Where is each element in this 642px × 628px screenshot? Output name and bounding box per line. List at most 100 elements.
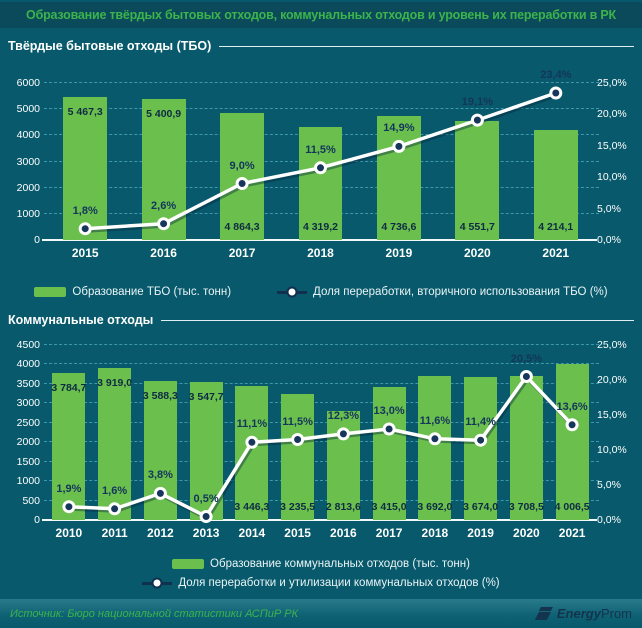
line-value-label: 0,5%: [193, 492, 219, 505]
bar-value-label: 3 446,3: [234, 501, 270, 513]
y2-axis-tick: 5,0%: [597, 202, 621, 215]
section-title-tbo: Твёрдые бытовые отходы (ТБО): [8, 39, 212, 53]
line-marker: [62, 500, 76, 514]
gridline: [44, 402, 599, 404]
section-header-municipal: Коммунальные отходы: [8, 312, 634, 328]
y-axis-tick: 4000: [16, 358, 40, 371]
line-value-label: 14,9%: [383, 122, 415, 135]
bar-slot: 4 864,3: [203, 83, 281, 240]
x-axis-label: 2011: [101, 526, 128, 540]
x-axis-label: 2021: [558, 526, 586, 540]
y-axis-tick: 3000: [16, 397, 40, 410]
y-axis-tick: 4500: [16, 339, 40, 351]
recycling-share-line: [78, 86, 563, 236]
bar-slot: 3 446,3: [229, 345, 275, 520]
line-value-label: 11,5%: [282, 415, 313, 428]
bar-2020: 3 708,5: [508, 375, 544, 520]
line-value-label: 9,0%: [229, 159, 255, 172]
page-title: Образование твёрдых бытовых отходов, ком…: [0, 2, 642, 28]
x-axis-label: 2010: [55, 526, 83, 540]
bar-legend-swatch-icon: [172, 558, 205, 569]
legend-label-municipal-line: Доля переработки и утилизации коммунальн…: [178, 576, 500, 589]
y-axis-tick: 3000: [16, 155, 40, 168]
y2-axis-right: 0,0% 5,0% 10,0% 15,0% 20,0% 25,0%: [597, 77, 642, 246]
y2-axis-tick: 20,0%: [597, 108, 627, 121]
x-axis-labels: 2015 2016 2017 2018 2019 2020 2021: [46, 246, 595, 260]
bar-slot: 3 708,5: [504, 345, 550, 520]
line-marker: [291, 433, 305, 446]
y-axis-tick: 1000: [16, 207, 40, 220]
line-marker: [157, 217, 171, 231]
legend-item-tbo-bars: Образование ТБО (тыс. тонн): [34, 286, 231, 298]
bar-2015: 3 235,5: [280, 394, 315, 520]
x-axis-label: 2019: [385, 246, 413, 260]
line-path: [68, 374, 574, 519]
line-value-label: 11,5%: [305, 143, 336, 156]
bar-value-label: 2 813,6: [325, 501, 361, 513]
bar-value-label: 3 588,3: [142, 389, 178, 402]
line-marker: [392, 139, 406, 153]
x-axis-label: 2017: [375, 526, 403, 540]
x-axis-label: 2012: [147, 526, 174, 540]
legend-label-tbo-bars: Образование ТБО (тыс. тонн): [72, 286, 232, 298]
x-axis-labels: 2010 2011 2012 2013 2014 2015 2016 2017 2018 2019…: [46, 526, 595, 540]
bar-legend-swatch-icon: [34, 287, 67, 297]
line-value-label: 20,5%: [510, 352, 542, 365]
bar-value-label: 3 547,7: [188, 391, 224, 403]
line-value-label: 13,6%: [556, 400, 588, 413]
line-marker: [245, 435, 259, 449]
line-marker: [336, 427, 350, 441]
legend-municipal: Образование коммунальных отходов (тыс. т…: [0, 551, 642, 595]
bar-value-label: 4 551,7: [459, 221, 495, 233]
gridline: [44, 344, 599, 345]
bar-slot: 4 319,2: [281, 83, 359, 240]
y2-axis-tick: 10,0%: [597, 444, 627, 456]
bar-2019: 4 736,6: [376, 116, 421, 240]
y2-axis-tick: 25,0%: [597, 339, 627, 351]
line-marker: [470, 113, 484, 127]
energyprom-logo-icon: [534, 607, 553, 620]
y-axis-left: 0 1000 2000 3000 4000 5000 6000: [0, 77, 40, 246]
line-marker: [428, 432, 442, 446]
gridline: [44, 82, 599, 83]
bar-value-label: 4 736,6: [381, 221, 417, 233]
line-marker: [474, 433, 488, 447]
bar-value-label: 4 006,5: [554, 501, 590, 513]
y-axis-tick: 1000: [16, 475, 40, 488]
gridline: [44, 421, 599, 423]
line-value-label: 23,4%: [540, 69, 572, 81]
bar-value-label: 3 708,5: [508, 501, 544, 513]
x-axis-label: 2020: [513, 526, 540, 540]
chart-tbo-plot: 0 1000 2000 3000 4000 5000 6000 0,0% 5,0% 10,0% 15…: [17, 69, 627, 260]
y-axis-tick: 2500: [16, 416, 40, 429]
bar-value-label: 4 214,1: [538, 221, 574, 233]
section-rule: [161, 319, 634, 321]
line-value-label: 1,8%: [72, 204, 98, 217]
line-path: [70, 376, 576, 521]
line-marker: [519, 370, 533, 383]
source-note: Источник: Бюро национальной статистики А…: [10, 607, 299, 620]
line-marker: [199, 510, 213, 523]
bar-slot: 4 736,6: [360, 83, 438, 240]
y-axis-tick: 0: [34, 234, 40, 246]
y-axis-tick: 3500: [16, 377, 40, 390]
line-marker: [235, 177, 249, 190]
line-value-label: 11,6%: [419, 414, 451, 427]
line-marker: [565, 418, 579, 432]
bar-value-label: 3 415,0: [371, 501, 407, 513]
bar-slot: 3 784,7: [46, 345, 92, 520]
bar-value-label: 4 864,3: [224, 221, 260, 233]
y2-axis-tick: 5,0%: [597, 479, 621, 491]
y2-axis-right: 0,0% 5,0% 10,0% 15,0% 20,0% 25,0%: [597, 339, 642, 526]
bar-2015: 5 467,3: [63, 96, 108, 240]
legend-label-tbo-line: Доля переработки, вторичного использован…: [313, 286, 608, 298]
line-value-label: 1,6%: [102, 484, 128, 497]
y2-axis-tick: 0,0%: [597, 514, 621, 526]
line-marker: [549, 86, 563, 100]
x-axis-label: 2020: [463, 246, 491, 260]
bar-slot: 4 006,5: [549, 345, 595, 520]
line-value-label: 2,6%: [151, 199, 177, 212]
bar-2014: 3 446,3: [234, 386, 270, 520]
legend-item-municipal-line: Доля переработки и утилизации коммунальн…: [142, 576, 500, 589]
